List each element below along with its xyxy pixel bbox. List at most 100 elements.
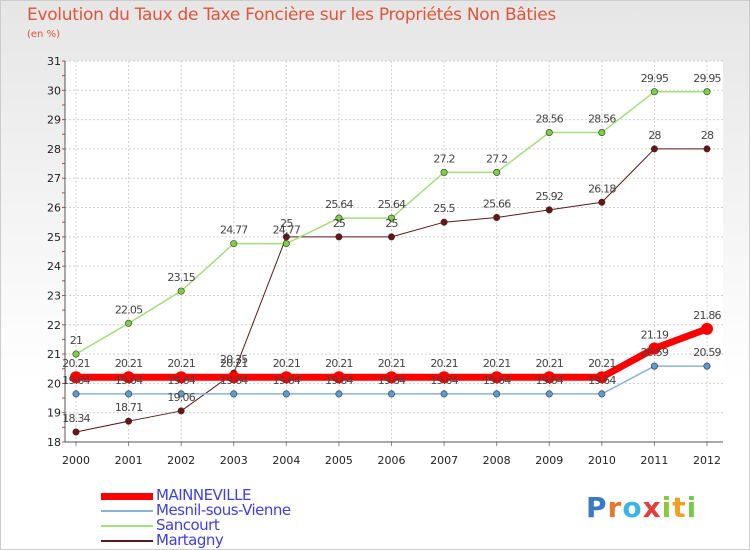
data-point-sancourt	[230, 240, 238, 248]
data-point-martagny	[335, 233, 343, 241]
data-point-sancourt	[440, 168, 448, 176]
data-label-martagny: 18.34	[62, 412, 90, 425]
data-label-mainneville: 21.19	[641, 329, 669, 342]
data-point-mainneville	[332, 371, 345, 384]
data-point-mainneville	[595, 371, 608, 384]
data-point-mesnil-sous-vienne	[703, 362, 711, 370]
data-point-mainneville	[438, 371, 451, 384]
data-point-sancourt	[703, 88, 711, 96]
y-tick-label: 22	[47, 319, 61, 332]
y-tick-label: 31	[47, 55, 61, 68]
data-label-mesnil-sous-vienne: 19.64	[483, 374, 511, 387]
data-label-martagny: 25	[333, 217, 346, 230]
data-label-mesnil-sous-vienne: 19.64	[378, 374, 406, 387]
data-point-martagny	[440, 218, 448, 226]
data-point-martagny	[72, 428, 80, 436]
data-label-mesnil-sous-vienne: 19.64	[536, 374, 564, 387]
data-label-sancourt: 24.77	[220, 224, 248, 237]
data-point-martagny	[387, 233, 395, 241]
x-tick-label: 2008	[483, 454, 511, 467]
unit-label: (en %)	[27, 29, 60, 40]
y-tick-label: 18	[47, 436, 61, 449]
data-point-mainneville	[175, 371, 188, 384]
data-label-sancourt: 25.64	[378, 198, 406, 211]
data-label-mainneville: 20.21	[220, 357, 248, 370]
data-point-martagny	[703, 145, 711, 153]
data-point-mesnil-sous-vienne	[72, 390, 80, 398]
data-point-martagny	[282, 233, 290, 241]
x-tick-label: 2006	[378, 454, 406, 467]
data-label-sancourt: 25.64	[325, 198, 353, 211]
data-label-mainneville: 20.21	[115, 357, 143, 370]
data-label-martagny: 18.71	[115, 401, 143, 414]
data-label-martagny: 26.18	[588, 182, 616, 195]
x-tick-label: 2010	[588, 454, 616, 467]
legend-item-mainneville: MAINNEVILLE	[101, 486, 341, 504]
data-point-mesnil-sous-vienne	[177, 390, 185, 398]
data-label-sancourt: 22.05	[115, 303, 143, 316]
y-tick-label: 27	[47, 172, 61, 185]
legend-label: MAINNEVILLE	[156, 486, 251, 504]
data-label-mesnil-sous-vienne: 19.64	[430, 374, 458, 387]
y-tick-label: 26	[47, 202, 61, 215]
data-labels: 18.34 18.71 19.06 20.35 25 25 25 25.5 25.66 25.92…	[62, 72, 722, 425]
data-point-mesnil-sous-vienne	[230, 390, 238, 398]
y-tick-label: 19	[47, 407, 61, 420]
data-point-sancourt	[387, 214, 395, 222]
data-label-martagny: 25.5	[433, 202, 455, 215]
data-point-mesnil-sous-vienne	[282, 390, 290, 398]
data-label-mainneville: 20.21	[588, 357, 616, 370]
y-tick-label: 21	[47, 348, 61, 361]
data-label-mainneville: 20.21	[430, 357, 458, 370]
x-tick-label: 2000	[62, 454, 90, 467]
data-label-mesnil-sous-vienne: 19.64	[62, 374, 90, 387]
data-label-martagny: 20.35	[220, 353, 248, 366]
legend-label: Martagny	[156, 531, 224, 549]
data-label-mainneville: 20.21	[378, 357, 406, 370]
data-label-martagny: 19.06	[167, 391, 195, 404]
data-point-sancourt	[545, 129, 553, 137]
y-tick-label: 23	[47, 289, 61, 302]
x-tick-label: 2002	[167, 454, 195, 467]
axes: 18 19 20 21 22 23 24 25 26 27 28 29 30 31 2000 2001 2002…	[47, 55, 723, 467]
data-label-mesnil-sous-vienne: 19.64	[325, 374, 353, 387]
data-point-mainneville	[385, 371, 398, 384]
data-label-mesnil-sous-vienne: 19.64	[167, 374, 195, 387]
data-point-martagny	[125, 417, 133, 425]
data-label-mesnil-sous-vienne: 20.59	[693, 346, 721, 359]
data-label-mesnil-sous-vienne: 20.59	[641, 346, 669, 359]
data-point-mesnil-sous-vienne	[125, 390, 133, 398]
y-tick-label: 29	[47, 114, 61, 127]
data-point-mainneville	[490, 371, 503, 384]
data-label-sancourt: 29.95	[693, 72, 721, 85]
data-label-mesnil-sous-vienne: 19.64	[273, 374, 301, 387]
data-point-sancourt	[72, 350, 80, 358]
data-label-martagny: 28	[648, 129, 661, 142]
data-point-mainneville	[543, 371, 556, 384]
y-tick-label: 25	[47, 231, 61, 244]
legend-item-sancourt: Sancourt	[101, 516, 341, 534]
data-point-martagny	[177, 407, 185, 415]
logo-letter: r	[607, 491, 623, 524]
data-point-mainneville	[701, 322, 713, 335]
data-label-martagny: 25.92	[536, 190, 564, 203]
x-tick-label: 2001	[115, 454, 143, 467]
data-label-sancourt: 29.95	[641, 72, 669, 85]
y-tick-label: 28	[47, 143, 61, 156]
data-label-mainneville: 20.21	[273, 357, 301, 370]
data-label-mainneville: 20.21	[483, 357, 511, 370]
data-point-martagny	[493, 214, 501, 222]
y-tick-label: 20	[47, 377, 61, 390]
data-label-martagny: 25.66	[483, 198, 511, 211]
data-label-martagny: 28	[701, 129, 714, 142]
data-point-mainneville	[280, 371, 293, 384]
data-point-mesnil-sous-vienne	[493, 390, 501, 398]
legend-swatch	[101, 540, 153, 542]
data-point-sancourt	[282, 240, 290, 248]
x-tick-label: 2012	[693, 454, 721, 467]
data-point-martagny	[545, 206, 553, 214]
data-label-sancourt: 21	[70, 334, 82, 347]
logo-letter: t	[672, 491, 687, 524]
data-point-mesnil-sous-vienne	[650, 362, 658, 370]
